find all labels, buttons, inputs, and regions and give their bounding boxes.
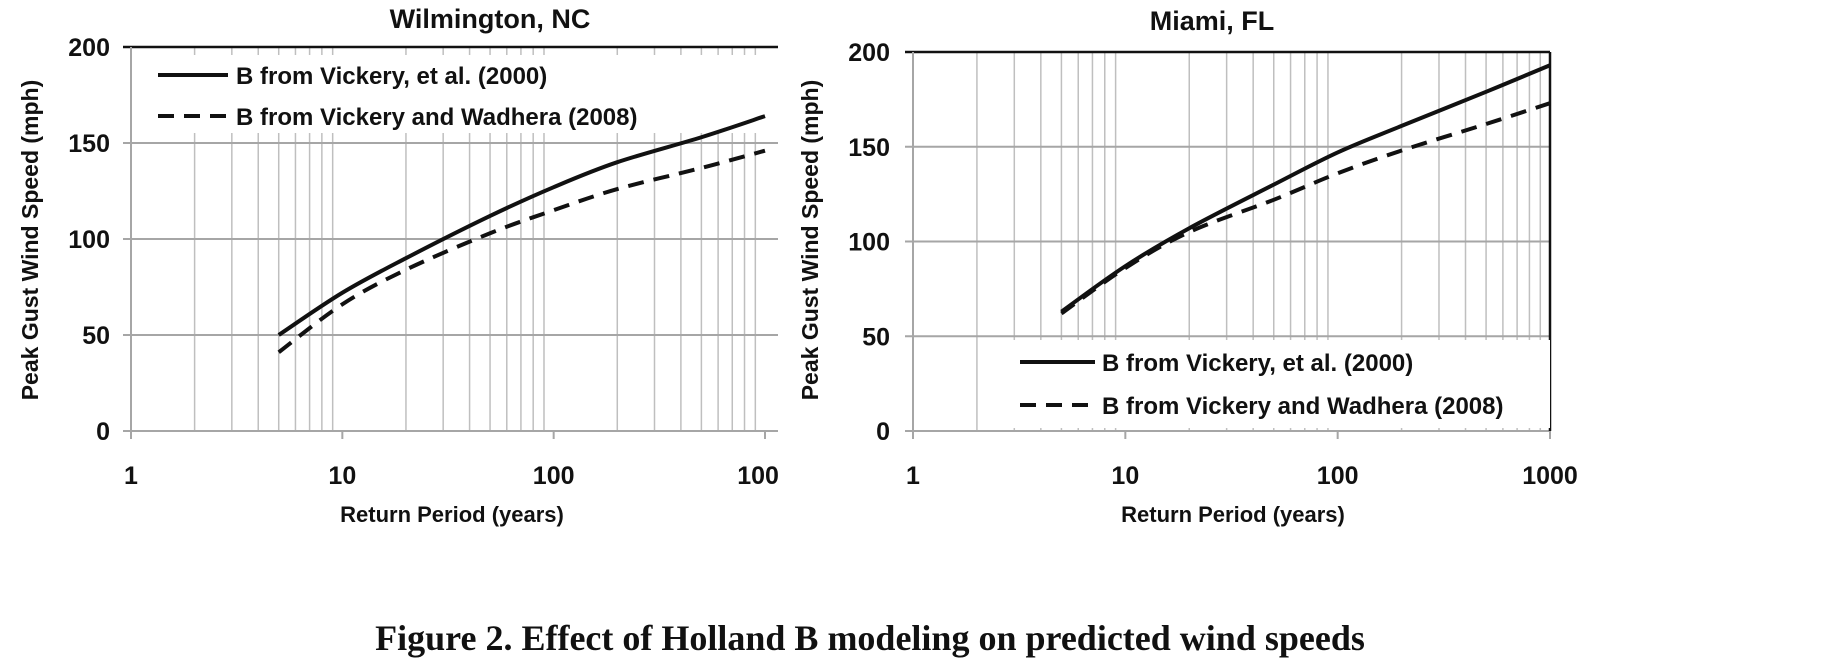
x-tick-label: 100 <box>533 462 575 490</box>
x-tick-label: 10 <box>328 462 356 490</box>
chart-title: Miami, FL <box>1150 6 1275 36</box>
y-tick-label: 0 <box>876 418 890 446</box>
series-line-vickery-2000 <box>1060 63 1551 314</box>
y-tick-label: 200 <box>848 39 890 67</box>
x-tick-label: 1 <box>124 462 138 490</box>
x-tick-label: 1 <box>906 462 920 490</box>
plot-area: 1 10 100 1000 B from Vickery, et al. (2000) B… <box>905 50 1578 490</box>
legend-label: B from Vickery and Wadhera (2008) <box>236 104 637 131</box>
chart-title: Wilmington, NC <box>390 4 591 34</box>
y-tick-label: 150 <box>68 130 110 158</box>
legend-box <box>1008 340 1550 428</box>
y-tick-label: 50 <box>82 322 110 350</box>
y-tick-label: 100 <box>848 229 890 257</box>
x-tick-label: 1000 <box>737 462 793 490</box>
x-tick-label: 1000 <box>1522 462 1578 490</box>
y-tick-label: 0 <box>96 418 110 446</box>
x-axis-label: Return Period (years) <box>1121 502 1345 527</box>
x-tick-label: 10 <box>1111 462 1139 490</box>
legend-label: B from Vickery, et al. (2000) <box>1102 350 1413 377</box>
series-line-vickery-wadhera-2008 <box>1060 101 1551 316</box>
y-axis-label: Peak Gust Wind Speed (mph) <box>17 80 43 401</box>
plot-area: 1 10 100 1000 B from Vickery, et al. (2000) B… <box>123 45 793 490</box>
y-tick-label: 50 <box>862 323 890 351</box>
y-tick-label: 200 <box>68 34 110 62</box>
y-tick-label: 150 <box>848 134 890 162</box>
legend-label: B from Vickery, et al. (2000) <box>236 63 547 90</box>
x-axis-label: Return Period (years) <box>340 502 564 527</box>
figure-caption: Figure 2. Effect of Holland B modeling o… <box>375 618 1365 658</box>
legend-box <box>150 55 765 133</box>
y-tick-label: 100 <box>68 226 110 254</box>
series-line-vickery-2000 <box>277 114 766 337</box>
y-axis-label: Peak Gust Wind Speed (mph) <box>797 80 823 401</box>
x-tick-label: 100 <box>1317 462 1359 490</box>
legend-label: B from Vickery and Wadhera (2008) <box>1102 393 1503 420</box>
series-line-vickery-wadhera-2008 <box>277 148 766 354</box>
